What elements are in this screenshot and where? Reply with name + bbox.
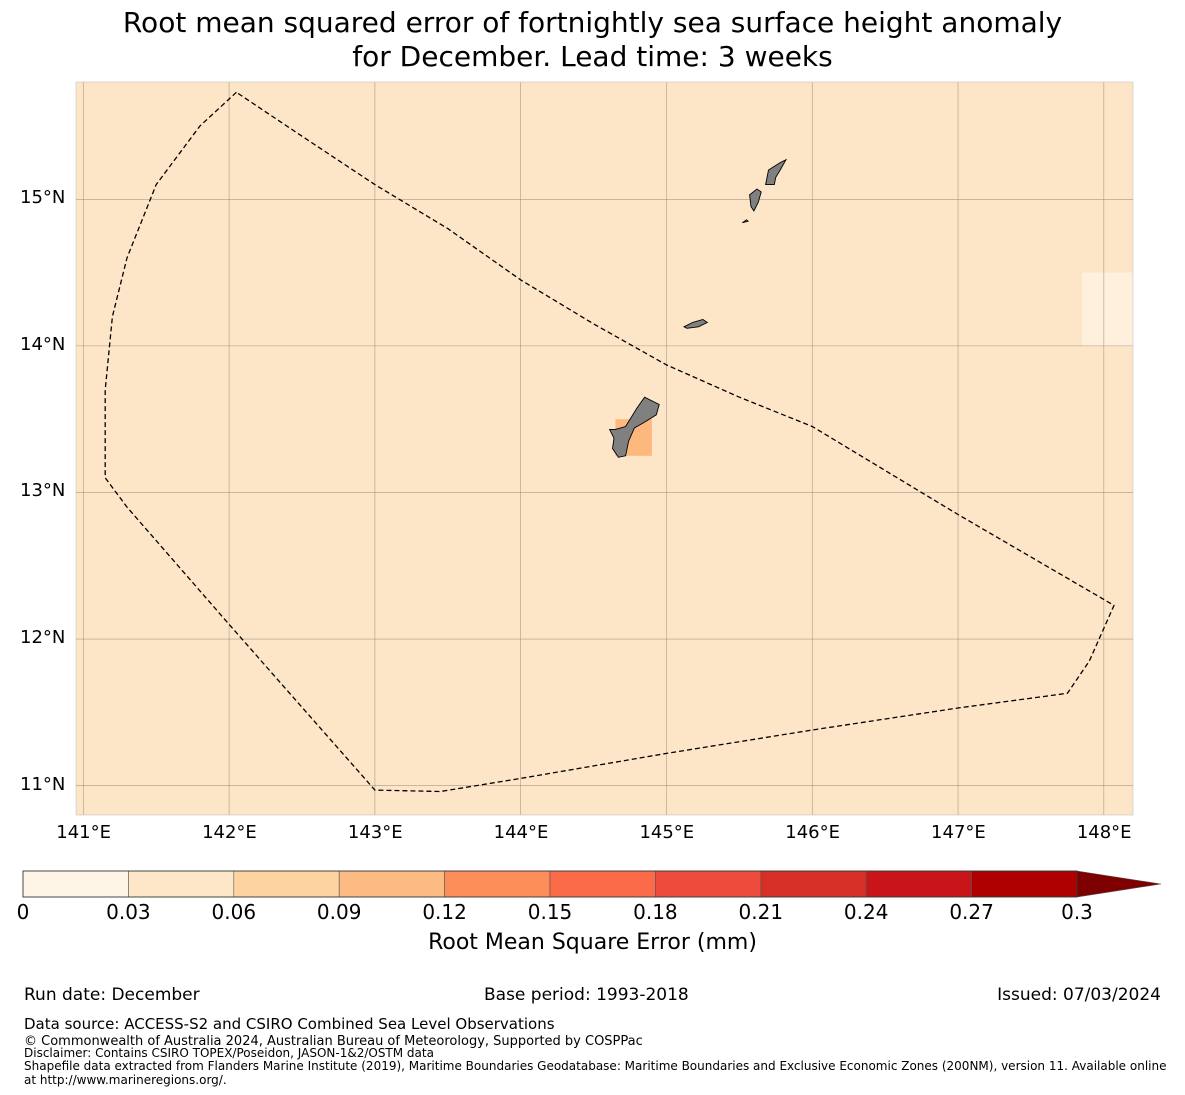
colorbar-tick-label: 0.09 (316, 900, 362, 924)
colorbar-outline (22, 870, 1078, 898)
chart-title-line2: for December. Lead time: 3 weeks (352, 40, 833, 73)
colorbar-segment (760, 870, 867, 898)
lat-tick-label: 15°N (20, 187, 66, 209)
shapefile-credit-line2: at http://www.marineregions.org/. (24, 1073, 227, 1087)
colorbar-segment (655, 870, 762, 898)
colorbar-tick-label: 0.18 (633, 900, 678, 924)
shapefile-credit-line1: Shapefile data extracted from Flanders M… (24, 1059, 1167, 1073)
rmse-cell (1081, 272, 1133, 346)
lon-tick-label: 144°E (493, 822, 549, 843)
lat-tick-label: 13°N (20, 480, 66, 502)
lat-tick-label: 14°N (20, 333, 66, 355)
colorbar-segment (444, 870, 551, 898)
lat-tick-label: 11°N (20, 773, 66, 795)
islands-layer (608, 158, 788, 458)
lon-tick-label: 142°E (202, 822, 257, 843)
map-background (76, 82, 1133, 815)
graticule-layer (76, 82, 1133, 815)
eez-boundary (104, 91, 1115, 793)
colorbar-segment (338, 870, 445, 898)
colorbar-tick-label: 0.24 (843, 900, 889, 924)
colorbar-tick-label: 0.12 (422, 900, 467, 924)
colorbar-tick-label: 0 (16, 900, 30, 924)
colorbar-segment (865, 870, 972, 898)
issued-date: Issued: 07/03/2024 (997, 985, 1161, 1005)
data-source: Data source: ACCESS-S2 and CSIRO Combine… (24, 1015, 555, 1033)
copyright: © Commonwealth of Australia 2024, Austra… (24, 1034, 643, 1049)
lon-tick-label: 143°E (347, 822, 403, 843)
lon-tick-label: 148°E (1076, 822, 1132, 843)
colorbar-tick-label: 0.21 (738, 900, 784, 924)
lon-tick-label: 145°E (639, 822, 695, 843)
island-saipan (765, 158, 788, 186)
colorbar-segment (233, 870, 340, 898)
colorbar-tick-label: 0.27 (949, 900, 994, 924)
lon-tick-label: 147°E (931, 822, 986, 843)
colorbar-segment (22, 870, 129, 898)
colorbar-segment (128, 870, 235, 898)
island-guam (608, 396, 660, 458)
chart-title-line1: Root mean squared error of fortnightly s… (122, 6, 1063, 39)
colorbar-segment (971, 870, 1078, 898)
island-rota (683, 319, 709, 329)
island-tinian (749, 188, 762, 212)
colorbar-tick-label: 0.06 (211, 900, 257, 924)
island-aguijan (742, 219, 749, 224)
colorbar (22, 870, 1162, 898)
colorbar-tick-label: 0.03 (106, 900, 151, 924)
colorbar-tick-label: 0.15 (527, 900, 573, 924)
base-period: Base period: 1993-2018 (484, 985, 689, 1005)
colorbar-label: Root Mean Square Error (mm) (428, 930, 757, 955)
lat-tick-label: 12°N (20, 627, 66, 649)
map-frame (75, 81, 1134, 816)
colorbar-segment (549, 870, 656, 898)
lon-tick-label: 146°E (785, 822, 840, 843)
run-date: Run date: December (24, 985, 200, 1005)
lon-tick-label: 141°E (56, 822, 112, 843)
colorbar-extend-arrow (1076, 870, 1162, 898)
colorbar-tick-label: 0.3 (1061, 900, 1093, 924)
disclaimer: Disclaimer: Contains CSIRO TOPEX/Poseido… (24, 1046, 434, 1060)
